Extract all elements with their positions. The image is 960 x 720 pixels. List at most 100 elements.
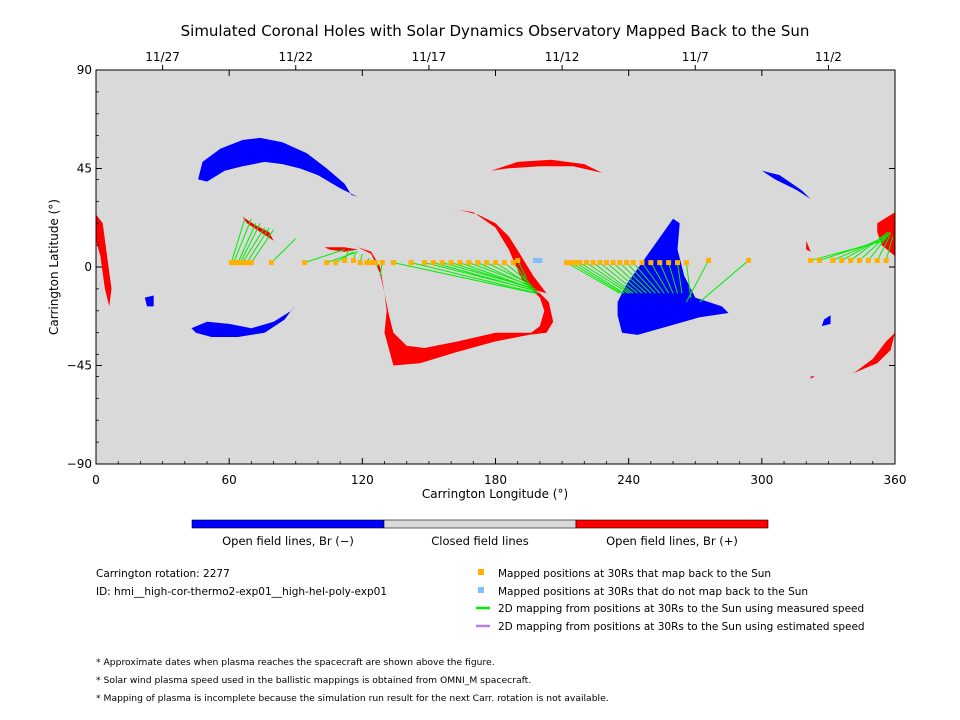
mapped-position-45 [648, 260, 654, 266]
mapped-position-58 [865, 257, 871, 263]
mapped-position-49 [683, 260, 689, 266]
mapping-line-26 [477, 262, 532, 288]
coronal-hole-positive-8 [446, 207, 547, 294]
mapping-line-41 [619, 262, 652, 294]
mapped-position-9 [324, 260, 330, 266]
legend-label-unmapped: Mapped positions at 30Rs that do not map… [498, 586, 808, 598]
mapped-position-47 [666, 260, 672, 266]
mapped-position-32 [564, 260, 570, 266]
mapped-position-60 [883, 257, 889, 263]
mapped-position-24 [457, 260, 463, 266]
mapping-line-34 [575, 262, 625, 294]
y-tick-label-90: 90 [77, 63, 92, 77]
x-axis-label: Carrington Longitude (°) [422, 487, 568, 501]
mapped-position-8 [302, 260, 308, 266]
mapped-position-14 [364, 260, 370, 266]
mapped-position-52 [808, 257, 814, 263]
coronal-hole-positive-7 [491, 159, 602, 173]
unmapped-position-0 [532, 257, 538, 263]
coronal-hole-positive-9 [344, 247, 540, 366]
date-tick-label-1: 11/22 [278, 50, 313, 64]
mapped-position-35 [577, 260, 583, 266]
x-tick-label-0: 0 [92, 473, 100, 487]
mapping-line-21 [433, 262, 536, 292]
colorbar-negative [191, 519, 385, 529]
mapped-position-55 [839, 257, 845, 263]
mapping-line-5 [246, 227, 270, 263]
colorbar: Open field lines, Br (−) Closed field li… [191, 519, 769, 548]
mapping-line-58 [867, 231, 891, 261]
x-tick-label-300: 300 [750, 473, 773, 487]
date-tick-label-2: 11/17 [412, 50, 447, 64]
mapping-line-10 [335, 251, 354, 264]
mapped-position-50 [706, 257, 712, 263]
mapped-position-39 [603, 260, 609, 266]
mapping-line-1 [233, 218, 252, 263]
y-axis-ticks: −90 −45 0 45 90 [67, 63, 895, 471]
mapping-line-38 [599, 262, 638, 294]
coronal-hole-positive-10 [528, 288, 554, 335]
mapped-position-54 [830, 257, 836, 263]
mapping-line-31 [517, 260, 528, 279]
legend: Mapped positions at 30Rs that map back t… [476, 568, 865, 633]
y-tick-label--90: −90 [67, 457, 92, 471]
mapped-position-57 [856, 257, 862, 263]
legend-swatch-mapped [478, 569, 484, 575]
mapped-position-23 [448, 260, 454, 266]
mapped-position-46 [657, 260, 663, 266]
date-tick-label-4: 11/7 [682, 50, 709, 64]
coronal-hole-positive-16 [810, 376, 816, 379]
mapped-position-16 [373, 260, 379, 266]
mapping-line-3 [239, 222, 261, 263]
mapped-position-29 [501, 260, 507, 266]
mapping-line-51 [699, 260, 749, 303]
mapping-line-9 [326, 251, 359, 264]
mapping-line-39 [606, 262, 643, 294]
mapped-position-layer [228, 257, 889, 266]
mapped-position-26 [475, 260, 481, 266]
mapped-position-30 [510, 260, 516, 266]
mapped-position-33 [568, 260, 574, 266]
coronal-hole-positive-14 [806, 240, 811, 252]
mapping-line-60 [885, 236, 894, 261]
mapping-line-37 [592, 262, 634, 294]
mapped-position-59 [874, 257, 880, 263]
mapping-line-46 [659, 262, 674, 294]
mapping-line-18 [393, 262, 536, 294]
mapped-position-7 [268, 260, 274, 266]
legend-swatch-unmapped [478, 587, 484, 593]
coronal-hole-negative-2 [144, 295, 154, 307]
unmapped-position-1 [537, 257, 543, 263]
x-tick-label-360: 360 [884, 473, 907, 487]
mapped-position-1 [231, 260, 237, 266]
x-tick-label-240: 240 [617, 473, 640, 487]
x-tick-label-60: 60 [222, 473, 237, 487]
mapped-position-19 [408, 260, 414, 266]
mapped-position-12 [350, 257, 356, 263]
mapping-line-55 [841, 233, 889, 261]
mapping-line-42 [626, 262, 656, 294]
mapped-position-18 [390, 260, 396, 266]
footnote-incomplete: * Mapping of plasma is incomplete becaus… [96, 693, 609, 704]
mapped-position-4 [239, 260, 245, 266]
run-id: ID: hmi__high-cor-thermo2-exp01__high-he… [96, 586, 387, 598]
mapped-position-10 [333, 260, 339, 266]
mapped-position-20 [421, 260, 427, 266]
mapped-position-56 [848, 257, 854, 263]
mapped-position-21 [430, 260, 436, 266]
coronal-hole-positive-6 [96, 214, 112, 307]
legend-label-estimated: 2D mapping from positions at 30Rs to the… [498, 621, 865, 633]
y-axis-label: Carrington Latitude (°) [47, 199, 61, 335]
mapping-line-35 [579, 262, 629, 294]
mapped-position-17 [379, 260, 385, 266]
mapping-line-57 [859, 231, 891, 261]
chart-title: Simulated Coronal Holes with Solar Dynam… [181, 22, 810, 40]
mapping-line-43 [632, 262, 661, 294]
mapping-line-28 [495, 262, 530, 285]
y-tick-label-0: 0 [84, 260, 92, 274]
mapping-line-48 [676, 262, 683, 294]
coronal-hole-positive-12 [324, 247, 358, 252]
mapped-position-36 [583, 260, 589, 266]
date-tick-axis: 11/27 11/22 11/17 11/12 11/7 11/2 [145, 50, 842, 70]
y-tick-label--45: −45 [67, 359, 92, 373]
